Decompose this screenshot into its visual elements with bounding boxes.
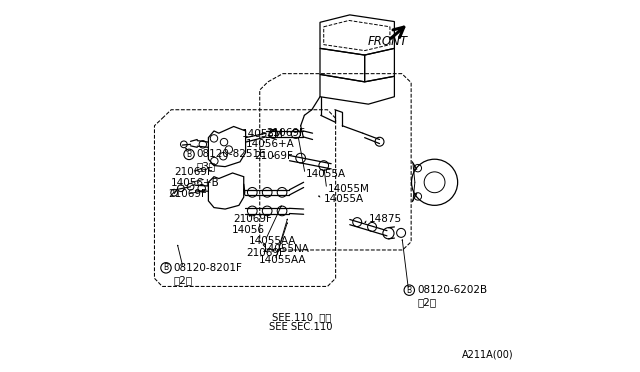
Text: 21069F: 21069F <box>254 151 292 161</box>
Text: 08120-8201F: 08120-8201F <box>174 263 243 273</box>
Text: B: B <box>186 150 191 159</box>
Text: B: B <box>406 286 412 295</box>
Text: 14056+A: 14056+A <box>246 140 294 149</box>
Text: 14053M: 14053M <box>242 129 284 139</box>
Text: 21069F: 21069F <box>234 214 273 224</box>
Text: 14055A: 14055A <box>324 194 364 204</box>
Text: 14055AA: 14055AA <box>259 256 306 265</box>
Text: 21069F: 21069F <box>266 128 305 138</box>
Text: A211A(00): A211A(00) <box>462 349 514 359</box>
Text: B: B <box>163 263 168 272</box>
Text: SEE SEC.110: SEE SEC.110 <box>269 322 332 331</box>
Text: SEE.110  参照: SEE.110 参照 <box>271 312 331 322</box>
Text: 14055M: 14055M <box>328 184 370 194</box>
Text: 14056: 14056 <box>232 225 265 235</box>
Text: 14055NA: 14055NA <box>262 244 310 254</box>
Text: 14055AA: 14055AA <box>248 236 296 246</box>
Text: 14055A: 14055A <box>306 169 346 179</box>
Text: 08120-6202B: 08120-6202B <box>417 285 487 295</box>
Text: 21069F: 21069F <box>174 167 213 177</box>
Text: 08120-8251E: 08120-8251E <box>197 150 266 159</box>
Text: 14875: 14875 <box>369 214 402 224</box>
Text: 21069F: 21069F <box>246 248 285 258</box>
Text: 14056+B: 14056+B <box>170 178 220 188</box>
Text: 〈2〉: 〈2〉 <box>174 275 193 285</box>
Text: 〈2〉: 〈2〉 <box>417 297 436 307</box>
Text: FRONT: FRONT <box>367 35 408 48</box>
Text: 21069F: 21069F <box>168 189 207 199</box>
Text: 〈3〉: 〈3〉 <box>197 161 216 171</box>
